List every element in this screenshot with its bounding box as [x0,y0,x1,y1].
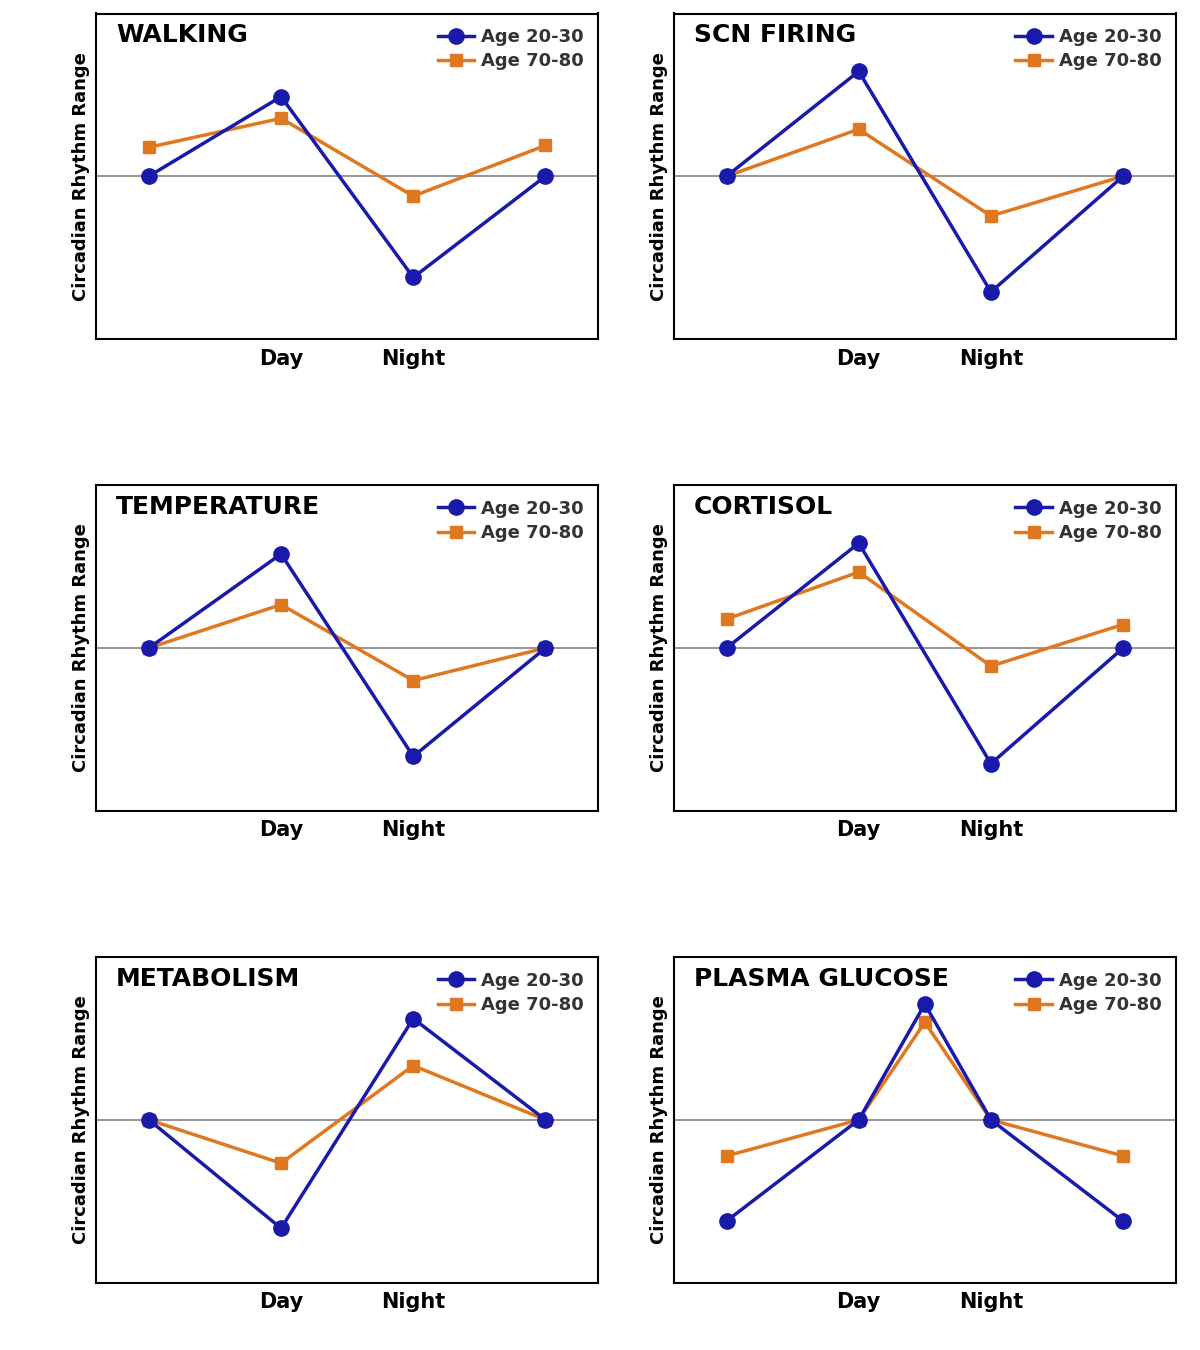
Age 20-30 [539,640,553,656]
Age 70-80 [539,1111,553,1127]
Age 20-30 [719,169,733,185]
Line: Age 20-30: Age 20-30 [142,547,553,764]
Age 20-30 [852,1111,866,1127]
Age 20-30 [406,269,420,285]
Age 70-80 [274,597,288,613]
Line: Age 70-80: Age 70-80 [720,1017,1129,1162]
Line: Age 70-80: Age 70-80 [143,1060,552,1169]
Age 70-80 [539,138,553,154]
Age 70-80 [852,1111,866,1127]
Age 20-30 [918,996,932,1012]
Age 20-30 [406,1011,420,1027]
Age 70-80 [406,188,420,204]
Age 70-80 [1116,617,1130,633]
Age 70-80 [719,612,733,628]
Age 70-80 [852,564,866,580]
Age 20-30 [719,640,733,656]
Legend: Age 20-30, Age 70-80: Age 20-30, Age 70-80 [1010,494,1166,548]
Age 70-80 [142,1111,156,1127]
Line: Age 70-80: Age 70-80 [143,598,552,687]
Age 20-30 [142,169,156,185]
Line: Age 20-30: Age 20-30 [719,996,1130,1228]
Age 70-80 [918,1014,932,1030]
Age 20-30 [539,169,553,185]
Y-axis label: Circadian Rhythm Range: Circadian Rhythm Range [650,51,668,301]
Text: SCN FIRING: SCN FIRING [694,23,856,47]
Y-axis label: Circadian Rhythm Range: Circadian Rhythm Range [72,524,90,772]
Age 20-30 [1116,640,1130,656]
Age 70-80 [406,672,420,688]
Line: Age 20-30: Age 20-30 [142,1011,553,1235]
Age 20-30 [719,1212,733,1228]
Age 20-30 [539,1111,553,1127]
Age 20-30 [274,545,288,562]
Age 70-80 [1116,1148,1130,1164]
Age 70-80 [852,122,866,138]
Line: Age 70-80: Age 70-80 [720,123,1129,223]
Line: Age 20-30: Age 20-30 [719,536,1130,771]
Age 70-80 [274,111,288,127]
Y-axis label: Circadian Rhythm Range: Circadian Rhythm Range [72,995,90,1245]
Line: Age 20-30: Age 20-30 [719,63,1130,300]
Age 70-80 [984,1111,998,1127]
Age 20-30 [984,756,998,772]
Text: WALKING: WALKING [116,23,248,47]
Age 20-30 [984,284,998,300]
Age 20-30 [274,89,288,105]
Age 70-80 [142,640,156,656]
Age 70-80 [719,169,733,185]
Age 70-80 [274,1156,288,1172]
Age 20-30 [1116,169,1130,185]
Age 20-30 [274,1220,288,1237]
Age 20-30 [406,748,420,764]
Age 20-30 [142,1111,156,1127]
Age 20-30 [852,63,866,80]
Age 70-80 [539,640,553,656]
Y-axis label: Circadian Rhythm Range: Circadian Rhythm Range [650,524,668,772]
Text: PLASMA GLUCOSE: PLASMA GLUCOSE [694,967,949,991]
Age 20-30 [142,640,156,656]
Age 70-80 [719,1148,733,1164]
Y-axis label: Circadian Rhythm Range: Circadian Rhythm Range [72,51,90,301]
Age 70-80 [142,139,156,155]
Legend: Age 20-30, Age 70-80: Age 20-30, Age 70-80 [1010,967,1166,1019]
Text: TEMPERATURE: TEMPERATURE [116,495,320,518]
Age 20-30 [852,535,866,551]
Age 20-30 [984,1111,998,1127]
Age 70-80 [984,657,998,674]
Legend: Age 20-30, Age 70-80: Age 20-30, Age 70-80 [432,23,589,76]
Text: METABOLISM: METABOLISM [116,967,300,991]
Line: Age 70-80: Age 70-80 [143,112,552,202]
Age 70-80 [1116,169,1130,185]
Legend: Age 20-30, Age 70-80: Age 20-30, Age 70-80 [432,967,589,1019]
Legend: Age 20-30, Age 70-80: Age 20-30, Age 70-80 [432,494,589,548]
Text: CORTISOL: CORTISOL [694,495,833,518]
Line: Age 70-80: Age 70-80 [720,566,1129,672]
Age 20-30 [1116,1212,1130,1228]
Legend: Age 20-30, Age 70-80: Age 20-30, Age 70-80 [1010,23,1166,76]
Y-axis label: Circadian Rhythm Range: Circadian Rhythm Range [650,995,668,1245]
Age 70-80 [984,208,998,224]
Age 70-80 [406,1057,420,1073]
Line: Age 20-30: Age 20-30 [142,89,553,285]
